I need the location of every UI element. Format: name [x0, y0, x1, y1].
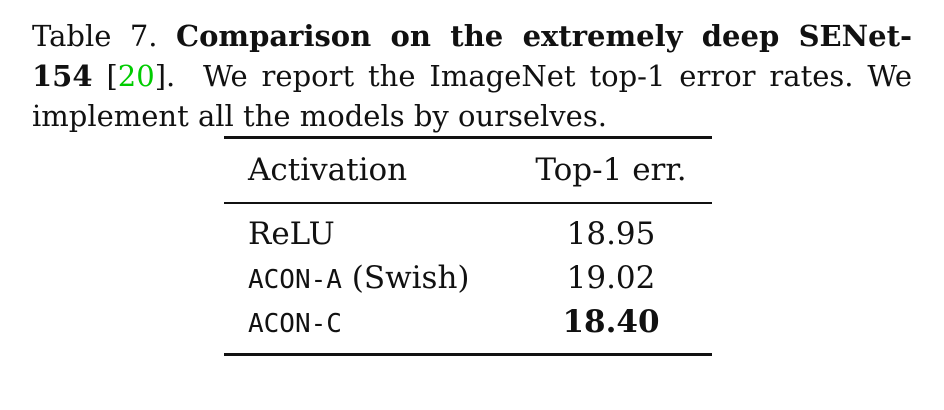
results-table: Activation Top-1 err. ReLU 18.95 ACON-A … — [224, 136, 712, 358]
caption-label: Table 7. — [32, 19, 158, 53]
row-activation: ACON-C — [248, 304, 342, 342]
activation-name: ACON-A — [248, 265, 342, 295]
caption-line-2: 154 [20]. We report the ImageNet top-1 e… — [32, 59, 912, 93]
row-activation: ReLU — [248, 216, 335, 252]
table-header-rule — [224, 202, 712, 204]
caption-title-part-1: Comparison on the extremely deep SENet- — [175, 19, 913, 53]
citation-link[interactable]: 20 — [117, 59, 155, 93]
caption-line-1: Table 7. Comparison on the extremely dee… — [32, 16, 912, 56]
row-error: 19.02 — [566, 260, 656, 296]
row-activation: ACON-A (Swish) — [248, 260, 470, 298]
row-error-best: 18.40 — [562, 304, 660, 340]
row-error: 18.95 — [566, 216, 656, 252]
caption-text-part-1: We report the ImageNet top-1 error rates… — [203, 59, 912, 93]
activation-name: ReLU — [248, 216, 335, 252]
header-activation: Activation — [248, 152, 408, 188]
caption-text-part-2: implement all the models by ourselves. — [32, 99, 607, 133]
citation[interactable]: [20] — [106, 59, 167, 93]
caption-title-part-2: 154 — [32, 59, 93, 93]
activation-name: ACON-C — [248, 309, 342, 339]
activation-alias: (Swish) — [351, 260, 470, 296]
table-bottom-rule — [224, 353, 712, 356]
table-caption: Table 7. Comparison on the extremely dee… — [32, 16, 912, 136]
table-top-rule — [224, 136, 712, 139]
caption-line-3: implement all the models by ourselves. — [32, 96, 912, 136]
header-top1-error: Top-1 err. — [535, 152, 687, 188]
